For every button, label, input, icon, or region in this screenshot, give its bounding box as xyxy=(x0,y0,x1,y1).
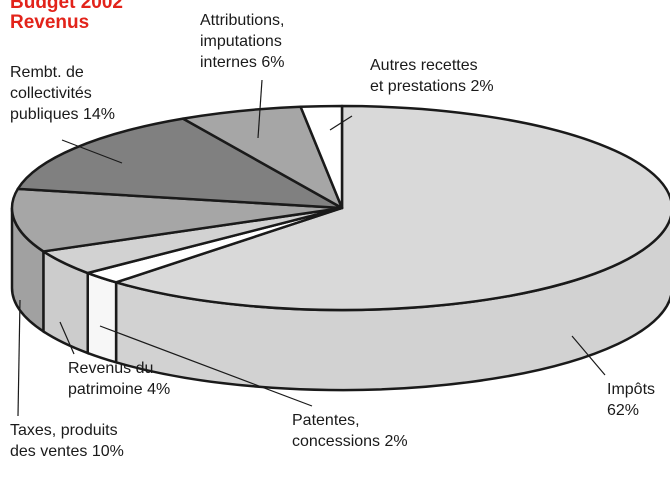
category-label: Taxes, produits des ventes xyxy=(10,422,118,460)
slice xyxy=(299,104,344,210)
slice-label: Attributions, imputations internes 6% xyxy=(200,10,285,73)
slice-label: Revenus du patrimoine 4% xyxy=(68,358,170,400)
leader-line xyxy=(59,321,75,355)
value-label: 2% xyxy=(470,78,494,95)
slice xyxy=(114,104,670,312)
value-label: 14% xyxy=(82,106,115,123)
slice-label: Taxes, produits des ventes 10% xyxy=(10,420,124,462)
slice-label: Patentes, concessions 2% xyxy=(292,410,408,452)
category-label: Revenus du patrimoine xyxy=(68,360,154,398)
slice xyxy=(16,117,344,210)
category-label: Impôts xyxy=(607,381,656,398)
slice-label: Rembt. de collectivités publiques 14% xyxy=(10,62,115,125)
chart-title: Budget 2002 xyxy=(10,0,123,13)
chart-subtitle: Revenus xyxy=(10,12,90,33)
category-label: Autres recettes et prestations xyxy=(370,57,478,95)
value-label: 10% xyxy=(91,443,124,460)
leader-line xyxy=(61,139,123,164)
slice-label: Autres recettes et prestations 2% xyxy=(370,55,494,97)
leader-line xyxy=(571,335,606,376)
slice xyxy=(181,105,344,210)
slice-label: Impôts 62% xyxy=(607,379,655,421)
leader-line xyxy=(17,299,21,417)
category-label: Attributions, imputations internes xyxy=(200,12,285,71)
slice xyxy=(10,187,344,253)
value-label: 6% xyxy=(261,54,285,71)
category-label: Patentes, concessions xyxy=(292,412,381,450)
slice-side xyxy=(86,271,118,365)
value-label: 2% xyxy=(384,433,408,450)
value-label: 62% xyxy=(607,402,640,419)
leader-line xyxy=(99,325,313,407)
leader-line xyxy=(257,79,263,139)
leader-line xyxy=(329,115,353,131)
category-label: Rembt. de collectivités publiques xyxy=(10,64,92,123)
value-label: 4% xyxy=(147,381,171,398)
